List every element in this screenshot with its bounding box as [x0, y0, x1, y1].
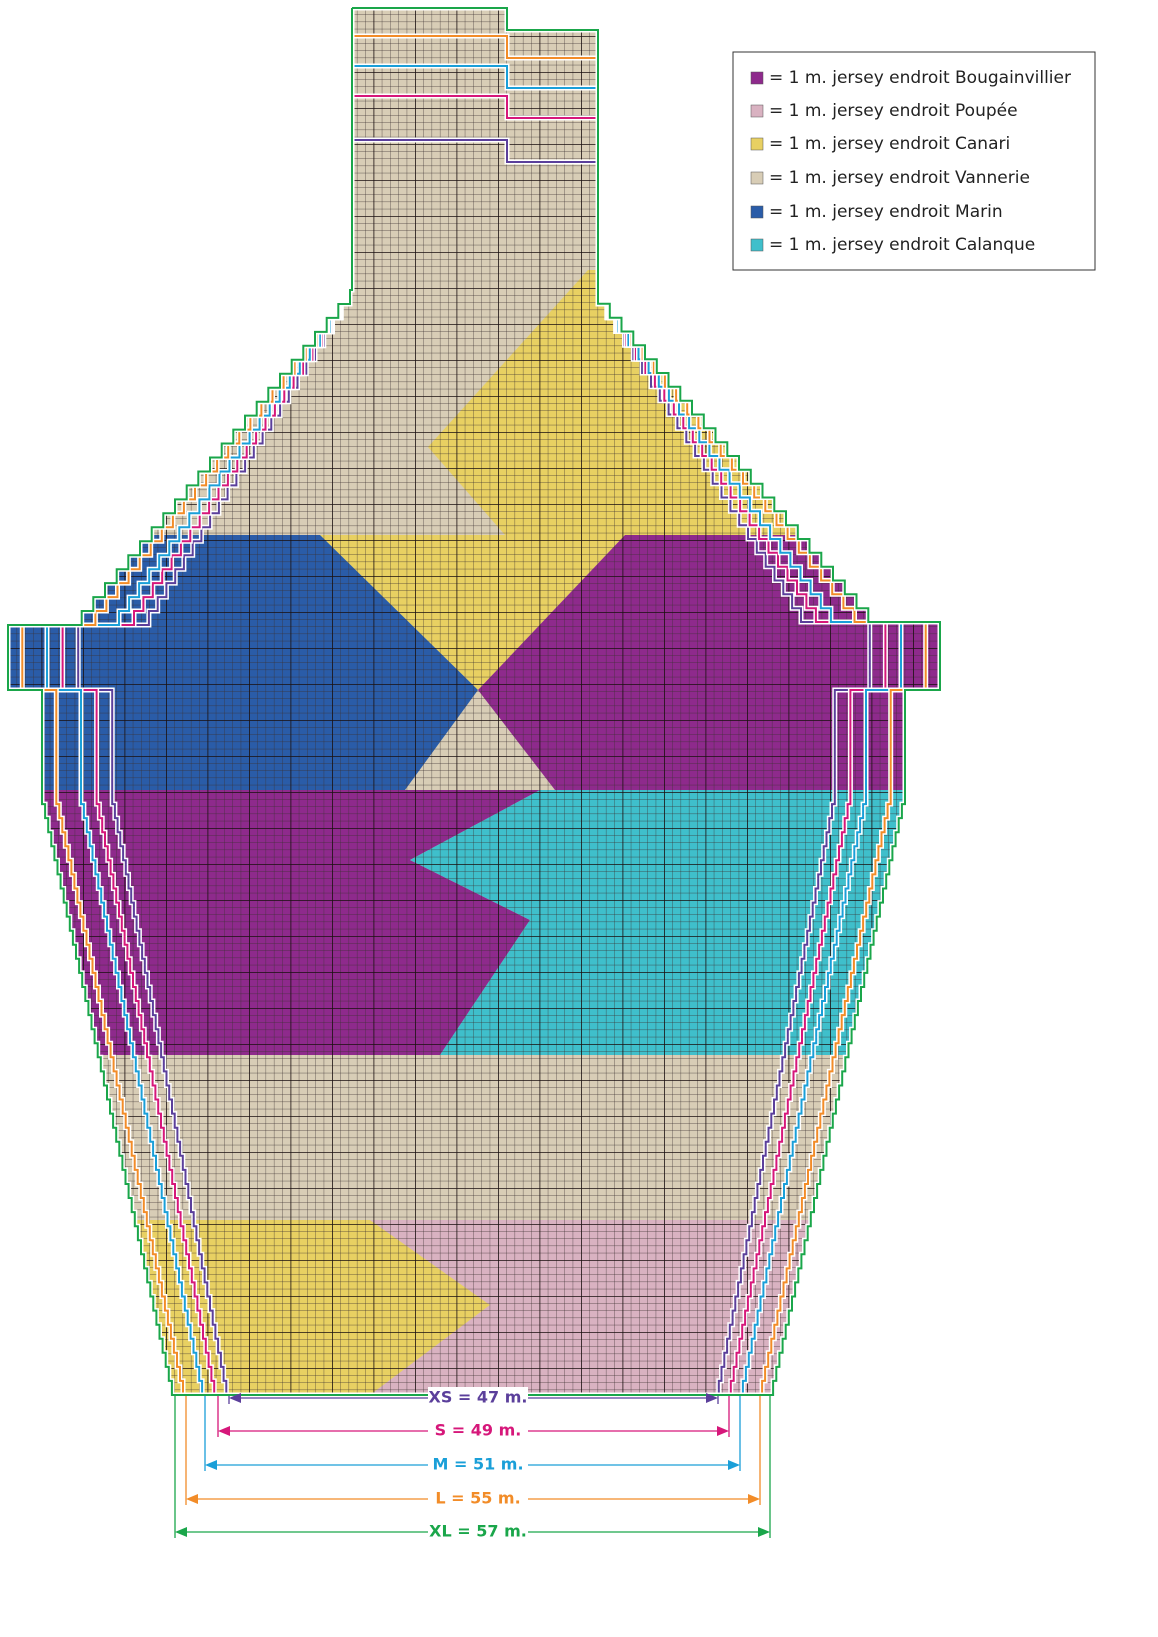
arrowhead: [728, 1460, 740, 1470]
size-label: M = 51 m.: [432, 1455, 523, 1474]
size-outlines: [5, 5, 943, 1398]
arrowhead: [229, 1393, 241, 1403]
arrowhead: [706, 1393, 718, 1403]
arrowhead: [175, 1527, 187, 1537]
legend: = 1 m. jersey endroit Bougainvillier = 1 …: [732, 51, 1096, 271]
label-bg: [428, 1521, 528, 1543]
size-dimensions: XS = 47 m. S = 49 m. M = 51 m. L = 55 m. XL …: [174, 1387, 771, 1543]
legend-label: = 1 m. jersey endroit Canari: [769, 134, 1010, 154]
legend-label: = 1 m. jersey endroit Marin: [769, 202, 1003, 222]
legend-swatch: [750, 171, 764, 185]
size-label: L = 55 m.: [435, 1489, 520, 1508]
arrowhead: [218, 1426, 230, 1436]
arrowhead: [186, 1494, 198, 1504]
label-bg: [428, 1454, 528, 1476]
arrowhead: [748, 1494, 760, 1504]
size-label: XL = 57 m.: [429, 1522, 527, 1541]
legend-swatch: [750, 71, 764, 85]
arrowhead: [205, 1460, 217, 1470]
size-label: S = 49 m.: [435, 1421, 522, 1440]
label-bg: [428, 1387, 528, 1409]
legend-label: = 1 m. jersey endroit Bougainvillier: [769, 68, 1071, 88]
size-label: XS = 47 m.: [429, 1388, 528, 1407]
arrowhead: [758, 1527, 770, 1537]
legend-swatch: [750, 137, 764, 151]
label-bg: [428, 1420, 528, 1442]
legend-swatch: [750, 104, 764, 118]
legend-label: = 1 m. jersey endroit Vannerie: [769, 168, 1030, 188]
size-outline: [7, 7, 941, 1396]
arrowhead: [717, 1426, 729, 1436]
legend-label: = 1 m. jersey endroit Calanque: [769, 235, 1035, 255]
label-bg: [428, 1488, 528, 1510]
legend-label: = 1 m. jersey endroit Poupée: [769, 101, 1018, 121]
legend-swatch: [750, 238, 764, 252]
legend-swatch: [750, 205, 764, 219]
legend-box: [732, 51, 1096, 271]
